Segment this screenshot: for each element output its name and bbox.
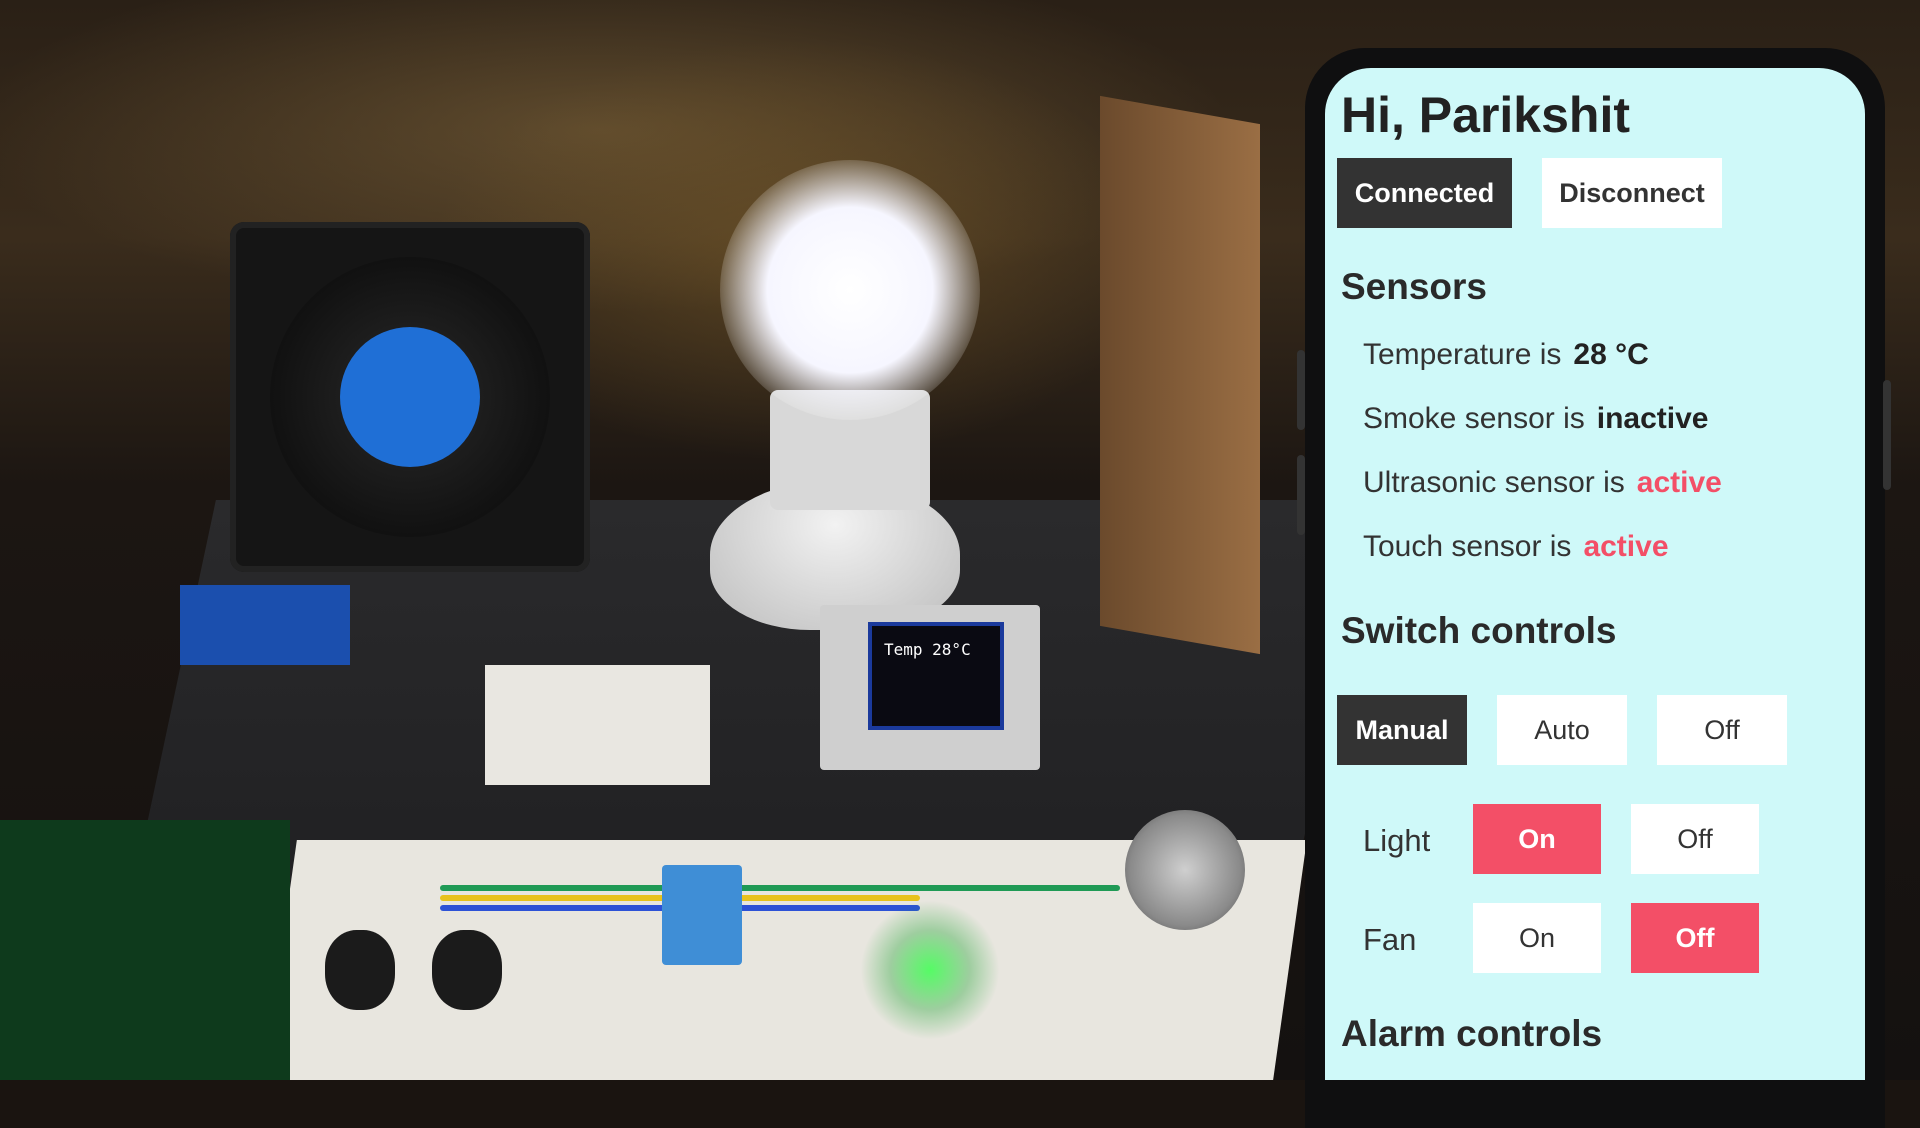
buzzer-right [432, 930, 502, 1010]
phone-volume-button [1297, 350, 1305, 430]
sensor-touch: Touch sensor is active [1363, 530, 1669, 564]
sensor-ultrasonic: Ultrasonic sensor is active [1363, 466, 1722, 500]
mode-auto-button[interactable]: Auto [1497, 695, 1627, 765]
fan-off-button[interactable]: Off [1631, 903, 1759, 973]
sensor-value-active: active [1583, 530, 1669, 563]
fan-hub-label [340, 327, 480, 467]
sensor-smoke: Smoke sensor is inactive [1363, 402, 1708, 436]
wooden-panel [1100, 95, 1260, 655]
light-off-button[interactable]: Off [1631, 804, 1759, 874]
oled-display [868, 622, 1004, 730]
gas-sensor [1125, 810, 1245, 930]
green-led-glow [860, 900, 1000, 1040]
app-screen: Hi, Parikshit Connected Disconnect Senso… [1325, 68, 1865, 1080]
mode-off-button[interactable]: Off [1657, 695, 1787, 765]
sensor-temperature: Temperature is 28 °C [1363, 338, 1649, 372]
oled-display-text: Temp 28°C [884, 640, 971, 659]
buzzer-left [325, 930, 395, 1010]
mode-manual-button[interactable]: Manual [1337, 695, 1467, 765]
sensor-label: Ultrasonic sensor is [1363, 466, 1625, 499]
light-on-button[interactable]: On [1473, 804, 1601, 874]
fan-label: Fan [1363, 922, 1417, 957]
relay-module [180, 585, 350, 665]
switch-controls-title: Switch controls [1341, 610, 1617, 651]
sensor-label: Touch sensor is [1363, 530, 1572, 563]
connection-controls: Connected Disconnect [1337, 158, 1722, 228]
dht-sensor [662, 865, 742, 965]
alarm-controls-title: Alarm controls [1341, 1013, 1603, 1054]
connected-button[interactable]: Connected [1337, 158, 1512, 228]
sensor-label: Smoke sensor is [1363, 402, 1585, 435]
fan-on-button[interactable]: On [1473, 903, 1601, 973]
sensor-value-active: active [1636, 466, 1722, 499]
sensors-title: Sensors [1341, 266, 1488, 307]
fan-controls: On Off [1473, 903, 1759, 973]
mode-selector: Manual Auto Off [1337, 695, 1787, 765]
light-controls: On Off [1473, 804, 1759, 874]
disconnect-button[interactable]: Disconnect [1542, 158, 1722, 228]
light-label: Light [1363, 823, 1431, 858]
sensor-value: inactive [1596, 402, 1709, 435]
phone-volume-button [1297, 455, 1305, 535]
phone-power-button [1883, 380, 1891, 490]
esp32-board [0, 820, 290, 1080]
greeting-title: Hi, Parikshit [1341, 87, 1630, 143]
green-wire [440, 885, 1120, 891]
glowing-bulb [720, 160, 980, 420]
cooling-fan [230, 222, 590, 572]
sensor-value: 28 °C [1573, 338, 1649, 371]
sensor-label: Temperature is [1363, 338, 1562, 371]
small-breadboard [485, 665, 710, 785]
